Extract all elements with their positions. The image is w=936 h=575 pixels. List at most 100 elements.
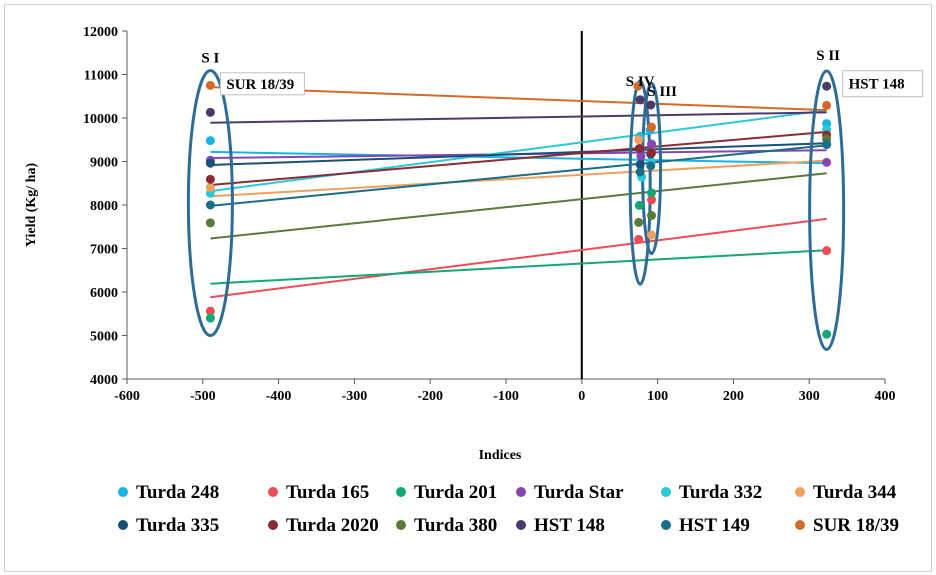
trend-line xyxy=(210,159,827,198)
chart-frame: -600 -500 -400 -300 -200 -100 0 100 200 300 400 400… xyxy=(4,4,932,572)
data-point xyxy=(205,183,215,193)
data-point xyxy=(635,167,645,177)
legend-marker xyxy=(118,520,128,530)
legend-label: Turda 332 xyxy=(679,482,762,503)
legend-marker xyxy=(268,487,278,497)
x-tick-label: 200 xyxy=(723,389,744,404)
data-point xyxy=(634,234,644,244)
data-point xyxy=(822,139,832,149)
y-tick-label: 10000 xyxy=(83,112,118,127)
x-tick-label: 300 xyxy=(799,389,820,404)
trend-line xyxy=(210,217,827,299)
trend-line xyxy=(210,109,827,193)
data-point xyxy=(646,100,656,110)
callout-box xyxy=(219,72,305,96)
x-tick-label: -300 xyxy=(342,389,368,404)
data-point xyxy=(635,160,645,170)
x-tick-label: -200 xyxy=(417,389,443,404)
data-point xyxy=(634,143,644,153)
data-point xyxy=(205,218,215,228)
data-point xyxy=(205,306,215,316)
data-point xyxy=(634,217,644,227)
data-point xyxy=(822,100,832,110)
data-point xyxy=(634,135,644,145)
data-point xyxy=(205,158,215,168)
callout-label: SUR 18/39 xyxy=(226,77,294,93)
data-point xyxy=(647,195,657,205)
y-tick-label: 4000 xyxy=(90,373,118,388)
y-tick-label: 12000 xyxy=(83,25,118,40)
x-tick-label: -500 xyxy=(190,389,216,404)
legend-marker xyxy=(795,520,805,530)
data-point xyxy=(633,81,643,91)
legend-label: Turda 335 xyxy=(136,515,219,536)
oval-s-iv xyxy=(628,79,652,286)
group-label: S II xyxy=(816,48,840,64)
data-point xyxy=(647,139,657,149)
callout-box xyxy=(842,70,924,98)
data-point xyxy=(636,151,646,161)
data-point xyxy=(647,230,657,240)
group-label: S IV xyxy=(626,74,655,90)
y-tick-label: 6000 xyxy=(90,286,118,301)
x-tick-label: -400 xyxy=(266,389,292,404)
legend-label: Turda 380 xyxy=(414,515,497,536)
legend-marker xyxy=(268,520,278,530)
trend-line xyxy=(210,111,827,124)
x-axis-title: Indices xyxy=(479,448,522,463)
legend-marker xyxy=(661,487,671,497)
legend-marker xyxy=(795,487,805,497)
data-point xyxy=(822,246,832,256)
legend-marker xyxy=(661,520,671,530)
y-tick-label: 8000 xyxy=(90,199,118,214)
legend-marker xyxy=(396,487,406,497)
legend-marker xyxy=(516,520,526,530)
data-point xyxy=(646,161,656,171)
y-tick-label: 5000 xyxy=(90,330,118,345)
trend-line xyxy=(210,142,827,166)
trend-line xyxy=(210,86,827,112)
data-point xyxy=(205,107,215,117)
data-point xyxy=(822,329,832,339)
oval-s-i xyxy=(186,69,234,337)
legend-marker xyxy=(516,487,526,497)
data-point xyxy=(205,200,215,210)
data-point xyxy=(647,188,657,198)
x-tick-label: -100 xyxy=(493,389,519,404)
group-label: S I xyxy=(201,50,219,66)
trend-line xyxy=(210,249,827,285)
group-label: S III xyxy=(647,84,677,100)
legend-marker xyxy=(118,487,128,497)
legend-label: Turda 344 xyxy=(813,482,897,503)
legend-label: Turda 201 xyxy=(414,482,497,503)
data-point xyxy=(205,313,215,323)
legend-label: Turda Star xyxy=(534,482,624,503)
legend-label: HST 149 xyxy=(679,515,750,536)
x-tick-label: 100 xyxy=(647,389,668,404)
x-tick-label: 400 xyxy=(875,389,896,404)
data-point xyxy=(205,174,215,184)
legend-label: SUR 18/39 xyxy=(813,515,899,536)
legend-marker xyxy=(396,520,406,530)
data-point xyxy=(647,210,657,220)
scatter-chart: -600 -500 -400 -300 -200 -100 0 100 200 300 400 400… xyxy=(24,25,924,536)
x-tick-label: 0 xyxy=(578,389,585,404)
oval-s-ii xyxy=(808,69,846,351)
legend-label: HST 148 xyxy=(534,515,605,536)
data-point xyxy=(647,148,657,158)
legend-label: Turda 248 xyxy=(136,482,219,503)
data-point xyxy=(635,95,645,105)
y-tick-label: 11000 xyxy=(84,69,118,84)
data-point xyxy=(647,122,657,132)
legend-label: Turda 165 xyxy=(286,482,369,503)
data-point xyxy=(634,200,644,210)
x-tick-label: -600 xyxy=(114,389,140,404)
data-point xyxy=(205,136,215,146)
data-point xyxy=(822,81,832,91)
callout-label: HST 148 xyxy=(849,77,905,93)
data-point xyxy=(205,80,215,90)
data-point xyxy=(822,157,832,167)
y-axis-title: Yield (Kg/ ha) xyxy=(24,163,39,248)
legend-label: Turda 2020 xyxy=(286,515,379,536)
trend-line xyxy=(210,130,827,186)
